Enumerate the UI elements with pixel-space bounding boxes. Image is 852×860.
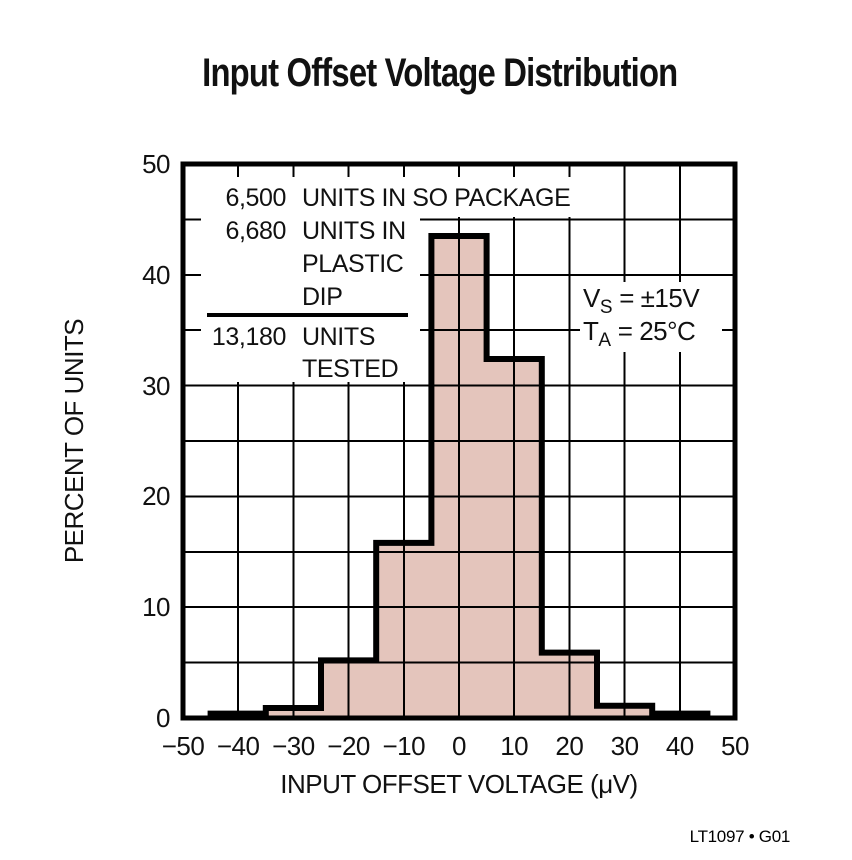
y-tick-label: 50 bbox=[142, 149, 170, 179]
annotation-text: UNITS bbox=[302, 323, 376, 351]
y-tick-label: 10 bbox=[142, 592, 170, 623]
x-tick-label: −20 bbox=[327, 731, 370, 761]
condition-value: = ±15V bbox=[612, 283, 700, 313]
annotation-mask bbox=[201, 217, 420, 382]
chart-title-text: Input Offset Voltage Distribution bbox=[202, 50, 678, 95]
annotation-mask bbox=[580, 282, 722, 352]
x-tick-label: 0 bbox=[452, 731, 466, 761]
condition-temperature: TA = 25°C bbox=[583, 316, 743, 351]
annotation-line: 6,680 UNITS IN bbox=[202, 217, 592, 245]
annotation-text: DIP bbox=[302, 283, 343, 311]
annotation-line: TESTED bbox=[202, 355, 592, 383]
plot-area bbox=[180, 161, 738, 721]
annotation-count: 6,680 bbox=[225, 217, 286, 245]
plot-border bbox=[180, 161, 738, 721]
y-tick-label: 30 bbox=[142, 370, 170, 401]
x-tick-label: −30 bbox=[272, 731, 315, 761]
part-code: LT1097 • G01 bbox=[689, 827, 791, 846]
annotation-count: 13,180 bbox=[211, 323, 286, 351]
annotation-sum-rule bbox=[207, 313, 408, 317]
annotation-mask bbox=[201, 177, 576, 217]
annotation-text: UNITS IN bbox=[302, 217, 406, 245]
y-tick-label: 0 bbox=[156, 703, 170, 733]
condition-supply-voltage: VS = ±15V bbox=[583, 283, 743, 318]
x-tick-label: 50 bbox=[721, 731, 749, 761]
x-tick-label: 30 bbox=[610, 731, 639, 761]
x-tick-label: −10 bbox=[382, 731, 426, 761]
condition-subscript: S bbox=[599, 297, 613, 318]
condition-subscript: A bbox=[598, 330, 612, 351]
annotation-text: PLASTIC bbox=[302, 250, 404, 278]
annotation-text: UNITS IN SO PACKAGE bbox=[302, 184, 571, 212]
x-tick-label: −40 bbox=[216, 731, 260, 761]
condition-symbol: T bbox=[583, 316, 599, 346]
annotation-line: PLASTIC bbox=[202, 250, 592, 278]
x-tick-label: 10 bbox=[500, 731, 529, 761]
x-tick-label: −50 bbox=[161, 731, 205, 761]
annotation-text: TESTED bbox=[302, 355, 399, 383]
annotation-count: 6,500 bbox=[225, 184, 286, 212]
condition-value: = 25°C bbox=[611, 316, 696, 346]
chart-title: Input Offset Voltage Distribution bbox=[34, 50, 846, 96]
y-tick-label: 40 bbox=[142, 259, 170, 290]
condition-symbol: V bbox=[583, 283, 600, 313]
y-axis-title: PERCENT OF UNITS bbox=[59, 318, 89, 564]
histogram-outline bbox=[207, 233, 711, 718]
x-axis-title: INPUT OFFSET VOLTAGE (μV) bbox=[280, 769, 638, 799]
x-tick-label: 40 bbox=[665, 731, 694, 761]
x-tick-label: 20 bbox=[555, 731, 584, 761]
y-tick-label: 20 bbox=[142, 481, 170, 512]
annotation-line: 6,500 UNITS IN SO PACKAGE bbox=[202, 184, 592, 212]
annotation-line: 13,180 UNITS bbox=[202, 323, 592, 351]
annotation-line: DIP bbox=[202, 283, 592, 311]
